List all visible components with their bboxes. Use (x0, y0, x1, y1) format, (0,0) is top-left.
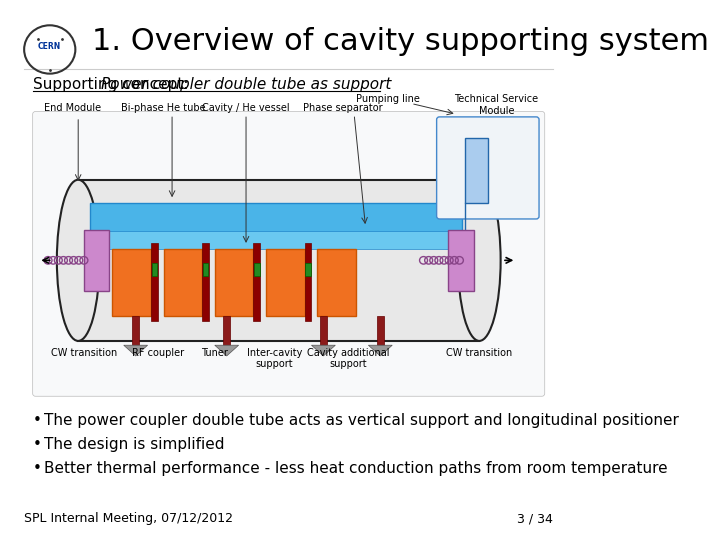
Bar (89, 203, 462, 232)
Bar (84, 230, 109, 292)
Bar (377, 316, 384, 345)
Bar (151, 243, 158, 321)
Bar (202, 243, 209, 321)
Text: •: • (32, 413, 42, 428)
Polygon shape (124, 345, 148, 356)
Text: End Module: End Module (44, 104, 101, 113)
Bar (320, 316, 327, 345)
Bar (203, 263, 209, 276)
Text: Technical Service
Module: Technical Service Module (454, 94, 539, 116)
Text: The design is simplified: The design is simplified (44, 437, 225, 452)
Bar (223, 316, 230, 345)
Bar (78, 180, 480, 341)
Bar (448, 230, 474, 292)
Bar (305, 263, 311, 276)
Text: Better thermal performance - less heat conduction paths from room temperature: Better thermal performance - less heat c… (44, 461, 667, 476)
Text: 3 / 34: 3 / 34 (518, 512, 553, 525)
Text: Cavity additional
support: Cavity additional support (307, 348, 390, 369)
Text: Inter-cavity
support: Inter-cavity support (247, 348, 302, 369)
FancyBboxPatch shape (436, 117, 539, 219)
Bar (253, 243, 260, 321)
Text: •: • (32, 461, 42, 476)
Ellipse shape (57, 180, 99, 341)
Bar (163, 248, 202, 316)
Text: The power coupler double tube acts as vertical support and longitudinal position: The power coupler double tube acts as ve… (44, 413, 679, 428)
Bar (254, 263, 260, 276)
Text: Supporting concept:: Supporting concept: (32, 77, 193, 92)
Bar (89, 231, 462, 248)
Bar (152, 263, 157, 276)
Ellipse shape (458, 180, 500, 341)
Polygon shape (369, 345, 392, 356)
Bar (132, 316, 139, 345)
Bar (305, 243, 312, 321)
FancyBboxPatch shape (32, 112, 545, 396)
Text: Phase separator: Phase separator (303, 104, 382, 113)
Bar (215, 248, 253, 316)
Text: Power coupler double tube as support: Power coupler double tube as support (101, 77, 392, 92)
Text: RF coupler: RF coupler (132, 348, 184, 358)
Text: Tuner: Tuner (202, 348, 228, 358)
Bar (317, 248, 356, 316)
Text: Cavity / He vessel: Cavity / He vessel (202, 104, 290, 113)
Text: •: • (32, 437, 42, 452)
Text: Bi-phase He tube: Bi-phase He tube (121, 104, 206, 113)
Bar (112, 248, 151, 316)
Polygon shape (215, 345, 238, 356)
Text: Pumping line: Pumping line (356, 94, 420, 104)
Text: CW transition: CW transition (446, 348, 513, 358)
Polygon shape (312, 345, 336, 356)
Text: CW transition: CW transition (51, 348, 117, 358)
Text: SPL Internal Meeting, 07/12/2012: SPL Internal Meeting, 07/12/2012 (24, 512, 233, 525)
Bar (266, 248, 305, 316)
Bar (465, 138, 488, 203)
Text: 1. Overview of cavity supporting system: 1. Overview of cavity supporting system (92, 27, 709, 56)
Text: CERN: CERN (38, 42, 61, 51)
